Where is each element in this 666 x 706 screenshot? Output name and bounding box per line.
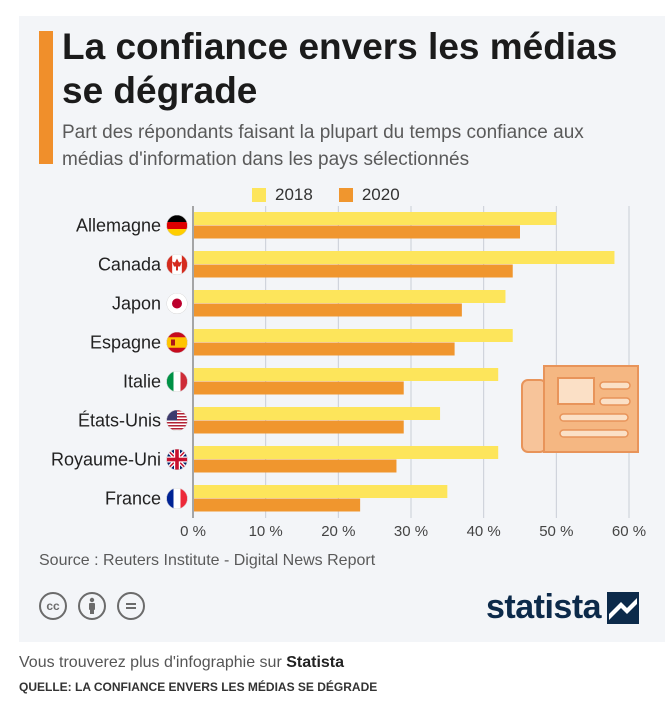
bar-chart: 0 % 10 % 20 % 30 % 40 % 50 % 60 % Allemagne Cana… [51,206,646,540]
footer-statista-link[interactable]: Statista [286,654,345,671]
footer-text: Vous trouverez plus d'infographie sur St… [19,654,344,672]
x-tick-label: 60 % [612,523,646,540]
uk-flag-icon [166,449,188,470]
chart-legend: 2018 2020 [252,183,426,207]
japan-flag-icon [166,293,188,314]
bar-2020 [194,381,404,395]
spain-flag-icon [166,332,188,353]
x-tick-label: 50 % [539,523,573,540]
bar-2020 [194,264,513,278]
bar-2020 [194,420,404,434]
bar-2018 [194,446,499,459]
statista-logo[interactable]: statista [486,588,640,627]
bar-2020 [194,303,462,317]
x-tick-label: 10 % [249,523,283,540]
bar-2018 [194,485,448,498]
newspaper-fold [521,379,547,453]
x-tick-label: 40 % [467,523,501,540]
y-tick-label: Japon [112,294,161,314]
legend-item-2018: 2018 [252,185,313,205]
bar-2018 [194,329,513,342]
bar-2018 [194,290,506,303]
y-tick-label: Canada [98,255,162,275]
statista-wordmark: statista [486,588,602,626]
newspaper-photo [557,377,595,405]
italy-flag-icon [166,371,188,392]
legend-swatch-2020 [338,188,353,202]
y-tick-label: Allemagne [76,216,161,236]
newspaper-line [599,397,631,406]
y-tick-label: Italie [123,372,161,392]
y-tick-label: Espagne [90,333,161,353]
x-tick-label: 0 % [180,523,206,540]
newspaper-line [559,429,629,438]
source-note: Source : Reuters Institute - Digital New… [39,552,376,569]
bar-2020 [194,498,361,512]
legend-item-2020: 2020 [338,185,400,205]
newspaper-line [559,413,629,422]
bar-2018 [194,212,557,225]
germany-flag-icon [166,215,188,236]
footer-caption: QUELLE: LA CONFIANCE ENVERS LES MÉDIAS S… [19,680,378,694]
no-derivatives-icon [117,592,145,620]
bar-2020 [194,225,520,239]
y-tick-label: France [105,489,161,509]
france-flag-icon [166,488,188,509]
bar-2020 [194,459,397,473]
statista-mark-icon [607,591,640,624]
chart-subtitle: Part des répondants faisant la plupart d… [62,122,584,170]
usa-flag-icon [166,410,188,431]
chart-title: La confiance envers les médias se dégrad… [62,26,618,111]
attribution-icon [78,592,106,620]
cc-icon: cc [39,592,67,620]
bar-2018 [194,251,615,264]
legend-label-2018: 2018 [275,185,313,204]
x-tick-label: 30 % [394,523,428,540]
legend-swatch-2018 [252,188,266,202]
y-tick-label: États-Unis [78,411,161,431]
newspaper-line [599,381,631,390]
y-tick-label: Royaume-Uni [51,450,161,470]
bar-2018 [194,407,441,420]
bar-2020 [194,342,455,356]
canada-flag-icon [166,254,188,275]
newspaper-icon [521,365,639,453]
bar-2018 [194,368,499,381]
footer-prefix: Vous trouverez plus d'infographie sur [19,654,282,671]
x-tick-label: 20 % [321,523,355,540]
legend-label-2020: 2020 [361,185,400,204]
title-accent-bar [39,31,53,164]
